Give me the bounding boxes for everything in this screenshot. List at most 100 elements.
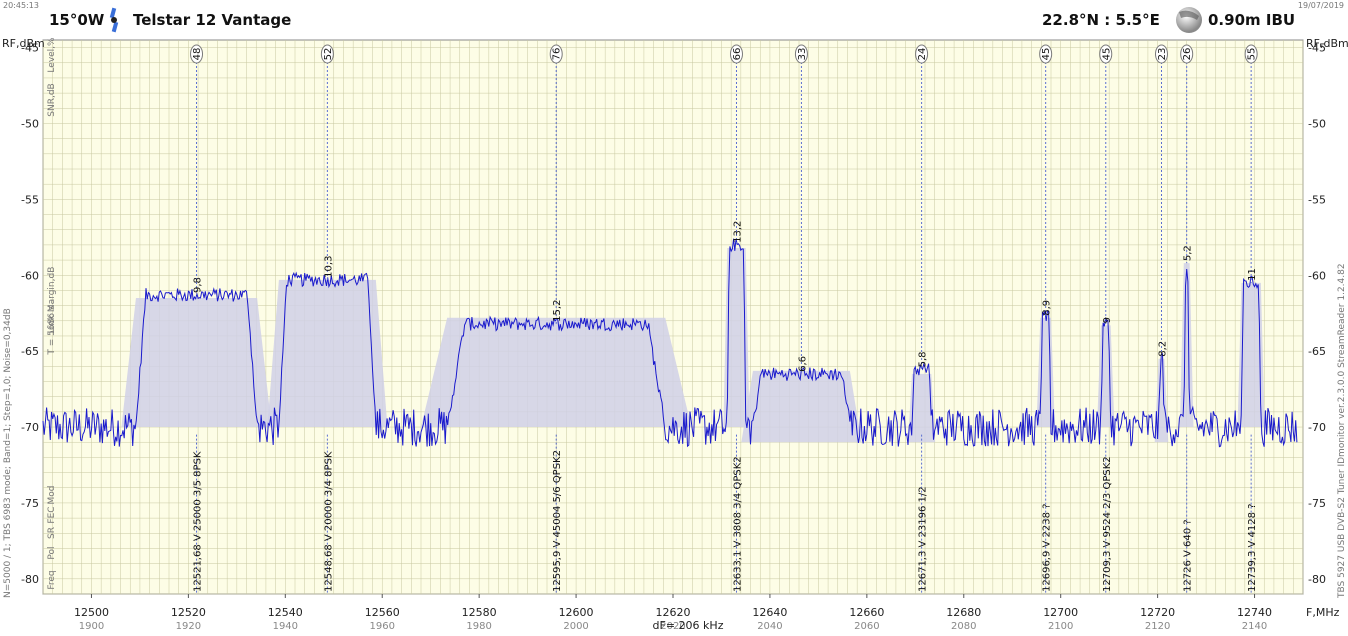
y-tick-label-left: -70	[21, 421, 39, 434]
level-value: 45	[1101, 48, 1112, 61]
y-tick-label-right: -70	[1308, 421, 1326, 434]
x-tick-label: 12600	[559, 606, 594, 619]
y-tick-label-right: -65	[1308, 345, 1326, 358]
level-badge	[1244, 44, 1258, 64]
snr-value: 8,2	[1157, 341, 1168, 357]
transponder-info: 12548,68 V 20000 3/4 8PSK	[323, 451, 334, 592]
left-axis-label: Pol	[47, 546, 57, 559]
y-axis-label-right: RF,dBm	[1306, 37, 1348, 50]
level-value: 45	[1041, 48, 1052, 61]
snr-value: 9,8	[193, 277, 204, 293]
dish-info: 0.90m IBU	[1208, 11, 1296, 29]
left-axis-label: Mod	[47, 486, 57, 505]
left-axis-label: SNR,dB	[47, 83, 57, 116]
x-tick-label: 12540	[268, 606, 303, 619]
if-tick-label: 2020	[660, 621, 685, 632]
if-tick-label: 1920	[176, 621, 201, 632]
transponder-shade	[121, 298, 272, 428]
x-tick-label: 12740	[1237, 606, 1272, 619]
satellite-name: Telstar 12 Vantage	[133, 11, 292, 29]
satellite-icon	[104, 6, 124, 36]
x-tick-label: 12580	[462, 606, 497, 619]
location: 22.8°N : 5.5°E	[1042, 11, 1160, 29]
level-badge	[1039, 44, 1053, 64]
if-tick-label: 2000	[563, 621, 588, 632]
snr-value: 11	[1247, 268, 1258, 281]
if-tick-label: 1980	[466, 621, 491, 632]
capture-date: 19/07/2019	[1297, 1, 1344, 10]
orbital-position: 15°0W	[49, 11, 105, 29]
transponder-shade	[267, 279, 388, 428]
snr-value: 6,6	[797, 356, 808, 372]
left-axis-label: T = 5686 s	[47, 305, 57, 356]
snr-value: 10,3	[323, 256, 334, 278]
level-value: 55	[1247, 48, 1258, 61]
y-tick-label-left: -55	[21, 193, 39, 206]
x-tick-label: 12660	[849, 606, 884, 619]
x-tick-label: 12640	[752, 606, 787, 619]
level-value: 76	[552, 48, 563, 61]
left-axis-label: SR	[47, 527, 57, 539]
level-badge	[794, 44, 808, 64]
if-tick-label: 1900	[79, 621, 104, 632]
transponder-shade	[1179, 263, 1194, 428]
transponder-info: 12739,3 V 4128 ?	[1247, 504, 1258, 593]
y-tick-label-right: -55	[1308, 193, 1326, 206]
x-tick-label: 12620	[656, 606, 691, 619]
transponder-shade	[741, 370, 862, 443]
y-tick-label-left: -60	[21, 269, 39, 282]
level-value: 33	[797, 48, 808, 61]
level-badge	[1180, 44, 1194, 64]
y-tick-label-right: -60	[1308, 269, 1326, 282]
level-badge	[915, 44, 929, 64]
snr-value: 15,2	[552, 300, 563, 322]
x-axis-label: F,MHz	[1306, 606, 1340, 619]
if-tick-label: 2040	[757, 621, 782, 632]
if-tick-label: 2120	[1145, 621, 1170, 632]
y-tick-label-left: -75	[21, 497, 39, 510]
left-axis-label: Link Margin,dB	[47, 267, 57, 334]
level-badge	[320, 44, 334, 64]
if-tick-label: 1960	[370, 621, 395, 632]
if-tick-label: 2080	[951, 621, 976, 632]
level-badge	[549, 44, 563, 64]
level-value: 23	[1157, 48, 1168, 61]
snr-value: 5,2	[1183, 245, 1194, 261]
capture-time: 20:45:13	[3, 1, 39, 10]
if-tick-label: 2140	[1242, 621, 1267, 632]
level-value: 26	[1182, 48, 1193, 61]
x-tick-label: 12520	[171, 606, 206, 619]
globe-icon	[1174, 3, 1204, 37]
y-tick-label-left: -65	[21, 345, 39, 358]
y-tick-label-right: -50	[1308, 117, 1326, 130]
y-tick-label-right: -45	[1308, 42, 1326, 55]
x-tick-label: 12560	[365, 606, 400, 619]
transponder-shade	[1237, 282, 1265, 428]
level-badge	[1099, 44, 1113, 64]
left-axis-label: Level,%	[47, 37, 57, 73]
transponder-info: 12696,9 V 2238 ?	[1042, 504, 1053, 593]
transponder-info: 12709,3 V 9524 2/3 QPSK2	[1102, 456, 1113, 592]
transponder-shade	[421, 317, 692, 428]
if-tick-label: 2060	[854, 621, 879, 632]
transponder-info: 12595,9 V 45004 5/6 QPSK2	[552, 450, 563, 592]
transponder-info: 12726 V 640 ?	[1183, 519, 1194, 592]
x-tick-label: 12680	[946, 606, 981, 619]
x-tick-label: 12720	[1140, 606, 1175, 619]
y-tick-label-left: -50	[21, 117, 39, 130]
right-info: TBS 5927 USB DVB-S2 Tuner IDmonitor ver.…	[1337, 263, 1347, 599]
level-value: 52	[323, 48, 334, 61]
left-axis-label: FEC	[47, 506, 57, 523]
y-tick-label-right: -75	[1308, 497, 1326, 510]
transponder-info: 12521,68 V 25000 3/5 8PSK	[193, 451, 204, 592]
x-tick-label: 12700	[1043, 606, 1078, 619]
transponder-shade	[908, 373, 936, 443]
transponder-shade	[723, 247, 750, 428]
if-tick-label: 1940	[273, 621, 298, 632]
spectrum-trace	[42, 238, 1298, 448]
y-tick-label-left: -45	[21, 42, 39, 55]
y-tick-label-right: -80	[1308, 573, 1326, 586]
header-bar: 20:45:13 19/07/2019 15°0W Telstar 12 Van…	[0, 0, 1348, 38]
left-axis-label: Freq	[47, 570, 57, 589]
df-label: dF= 206 kHz	[653, 619, 724, 632]
